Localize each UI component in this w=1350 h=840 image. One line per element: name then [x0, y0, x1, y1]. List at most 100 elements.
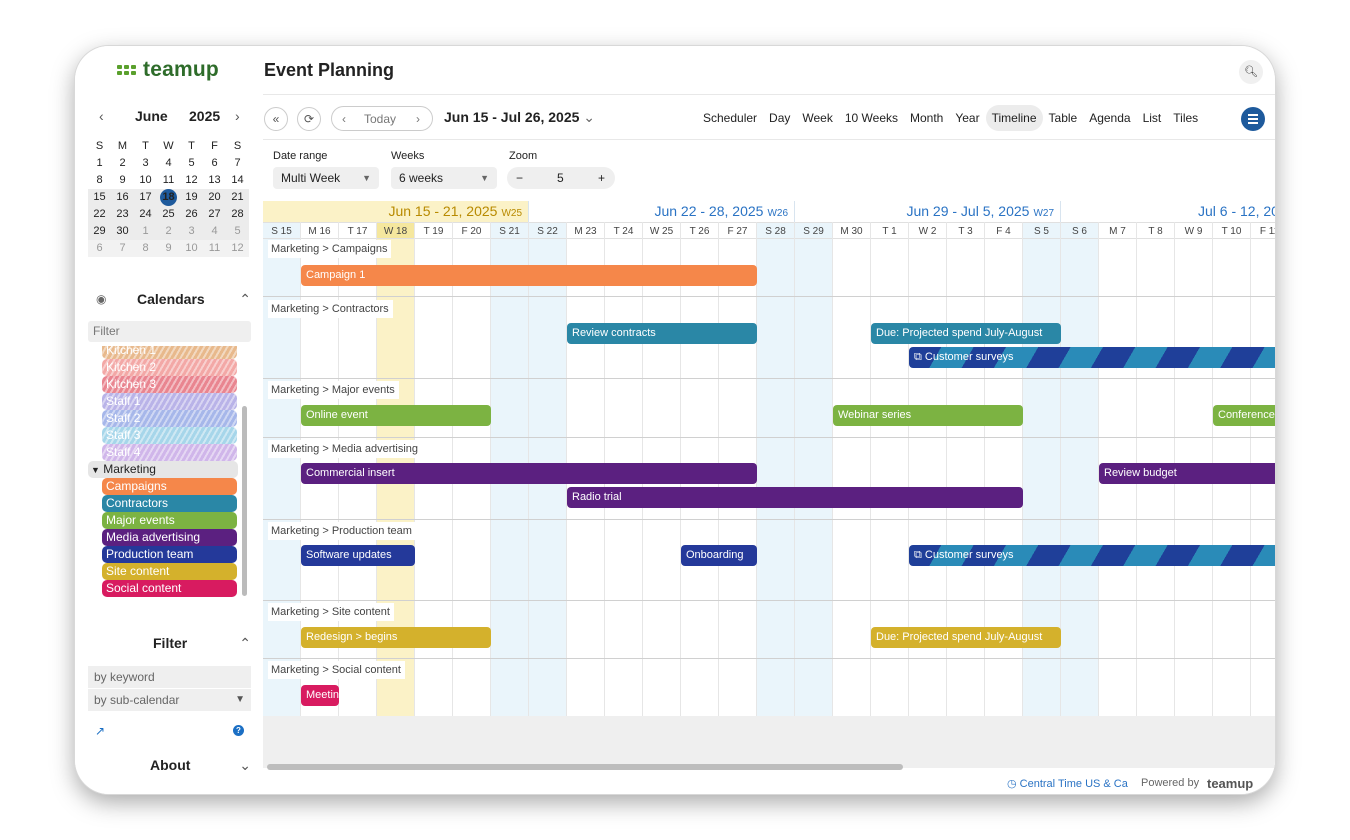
event-bar[interactable]: Radio trial	[567, 487, 1023, 508]
event-bar[interactable]: Review budget	[1099, 463, 1275, 484]
event-bar-recurring[interactable]: ⧉ Customer surveys	[909, 545, 1275, 566]
mini-day[interactable]: 23	[116, 208, 129, 220]
calendar-item-kitchen-2[interactable]: Kitchen 2	[102, 359, 237, 376]
calendar-item-staff-2[interactable]: Staff 2	[102, 410, 237, 427]
subcalendar-filter-select[interactable]: by sub-calendar ▼	[88, 689, 251, 711]
view-month[interactable]: Month	[910, 111, 944, 125]
mini-day[interactable]: 22	[93, 208, 106, 220]
mini-day[interactable]: 21	[231, 191, 244, 203]
mini-day[interactable]: 11	[162, 174, 175, 186]
day-column[interactable]: T 3	[947, 222, 985, 716]
mini-day[interactable]: 16	[116, 191, 129, 203]
day-column[interactable]: S 28	[757, 222, 795, 716]
view-day[interactable]: Day	[769, 111, 791, 125]
chevron-down-icon[interactable]: ⌄	[239, 757, 251, 773]
next-period-icon[interactable]: ›	[416, 112, 420, 126]
mini-day[interactable]: 13	[208, 174, 221, 186]
chevron-up-icon[interactable]: ⌃	[239, 291, 251, 307]
event-bar[interactable]: Webinar series	[833, 405, 1023, 426]
event-bar-recurring[interactable]: ⧉ Customer surveys	[909, 347, 1275, 368]
prev-month-icon[interactable]: ‹	[99, 108, 104, 124]
view-list[interactable]: List	[1142, 111, 1162, 125]
event-bar[interactable]: Commercial insert	[301, 463, 757, 484]
mini-day[interactable]: 10	[185, 242, 198, 254]
mini-day[interactable]: 12	[231, 242, 244, 254]
view-week[interactable]: Week	[802, 111, 833, 125]
weeks-select[interactable]: 6 weeks ▼	[391, 167, 497, 189]
mini-day[interactable]: 8	[96, 174, 103, 186]
teamup-logo[interactable]: teamup	[117, 58, 219, 82]
calendar-item-kitchen-3[interactable]: Kitchen 3	[102, 376, 237, 393]
mini-day[interactable]: 5	[234, 225, 241, 237]
mini-day[interactable]: 29	[93, 225, 106, 237]
timeline-horizontal-scrollbar[interactable]	[267, 764, 903, 770]
menu-icon[interactable]	[1241, 107, 1265, 131]
calendar-item-staff-4[interactable]: Staff 4	[102, 444, 237, 461]
mini-day[interactable]: 7	[119, 242, 126, 254]
day-column[interactable]: S 6	[1061, 222, 1099, 716]
view-10-weeks[interactable]: 10 Weeks	[844, 111, 898, 125]
mini-day[interactable]: 9	[119, 174, 126, 186]
day-column[interactable]: S 29	[795, 222, 833, 716]
calendar-item-production-team[interactable]: Production team	[102, 546, 237, 563]
view-tiles[interactable]: Tiles	[1173, 111, 1199, 125]
mini-day[interactable]: 6	[211, 157, 218, 169]
filter-section-header[interactable]: Filter ⌃	[88, 635, 253, 655]
mini-day[interactable]: 28	[231, 208, 244, 220]
calendar-item-media-advertising[interactable]: Media advertising	[102, 529, 237, 546]
today-button[interactable]: Today	[364, 112, 397, 126]
event-bar[interactable]: Online event	[301, 405, 491, 426]
view-timeline[interactable]: Timeline	[985, 105, 1043, 131]
help-icon[interactable]: ?	[233, 725, 244, 736]
view-table[interactable]: Table	[1048, 111, 1078, 125]
mini-day[interactable]: 30	[116, 225, 129, 237]
eye-icon[interactable]: ◉	[96, 292, 107, 306]
mini-day[interactable]: 7	[234, 157, 241, 169]
mini-day[interactable]: 5	[188, 157, 195, 169]
timezone-link[interactable]: ◷ Central Time US & Ca	[1007, 777, 1128, 790]
mini-day[interactable]: 8	[142, 242, 149, 254]
mini-day[interactable]: 1	[142, 225, 149, 237]
mini-day[interactable]: 25	[162, 208, 175, 220]
mini-day[interactable]: 4	[211, 225, 218, 237]
mini-day[interactable]: 26	[185, 208, 198, 220]
share-icon[interactable]: ↗︎	[95, 724, 106, 738]
chevron-up-icon[interactable]: ⌃	[239, 635, 251, 651]
mini-day[interactable]: 24	[139, 208, 152, 220]
calendar-group-marketing[interactable]: ▼ Marketing	[88, 461, 238, 478]
calendar-item-social-content[interactable]: Social content	[102, 580, 237, 597]
zoom-out-button[interactable]: −	[516, 171, 524, 185]
event-bar[interactable]: Due: Projected spend July-August	[871, 323, 1061, 344]
calendar-filter-input[interactable]: Filter	[88, 321, 251, 342]
mini-day[interactable]: 2	[165, 225, 172, 237]
mini-day[interactable]: 27	[208, 208, 221, 220]
search-icon[interactable]: 🔍︎	[1239, 60, 1263, 84]
mini-day[interactable]: 20	[208, 191, 221, 203]
calendar-item-staff-1[interactable]: Staff 1	[102, 393, 237, 410]
calendar-item-staff-3[interactable]: Staff 3	[102, 427, 237, 444]
day-column[interactable]: T 1	[871, 222, 909, 716]
powered-by-logo[interactable]: teamup	[1207, 776, 1254, 791]
day-column[interactable]: M 30	[833, 222, 871, 716]
day-column[interactable]: W 2	[909, 222, 947, 716]
mini-day[interactable]: 15	[93, 191, 106, 203]
calendars-section-header[interactable]: ◉ Calendars ⌃	[88, 291, 253, 311]
mini-month[interactable]: June	[135, 108, 168, 124]
mini-day[interactable]: 17	[139, 191, 152, 203]
about-section-header[interactable]: About ⌄	[88, 757, 253, 777]
mini-day[interactable]: 12	[185, 174, 198, 186]
mini-day[interactable]: 3	[142, 157, 149, 169]
calendar-item-kitchen-1[interactable]: Kitchen 1	[102, 346, 237, 359]
event-bar[interactable]: Campaign 1	[301, 265, 757, 286]
refresh-icon[interactable]: ⟳	[297, 107, 321, 131]
mini-day[interactable]: 11	[208, 242, 221, 254]
zoom-in-button[interactable]: +	[598, 171, 606, 185]
day-column[interactable]: F 4	[985, 222, 1023, 716]
mini-year[interactable]: 2025	[189, 108, 221, 124]
view-scheduler[interactable]: Scheduler	[703, 111, 758, 125]
view-year[interactable]: Year	[955, 111, 980, 125]
event-bar[interactable]: Software updates	[301, 545, 415, 566]
mini-day[interactable]: 6	[96, 242, 103, 254]
mini-day-today[interactable]: 18	[157, 189, 180, 206]
mini-day[interactable]: 10	[139, 174, 152, 186]
